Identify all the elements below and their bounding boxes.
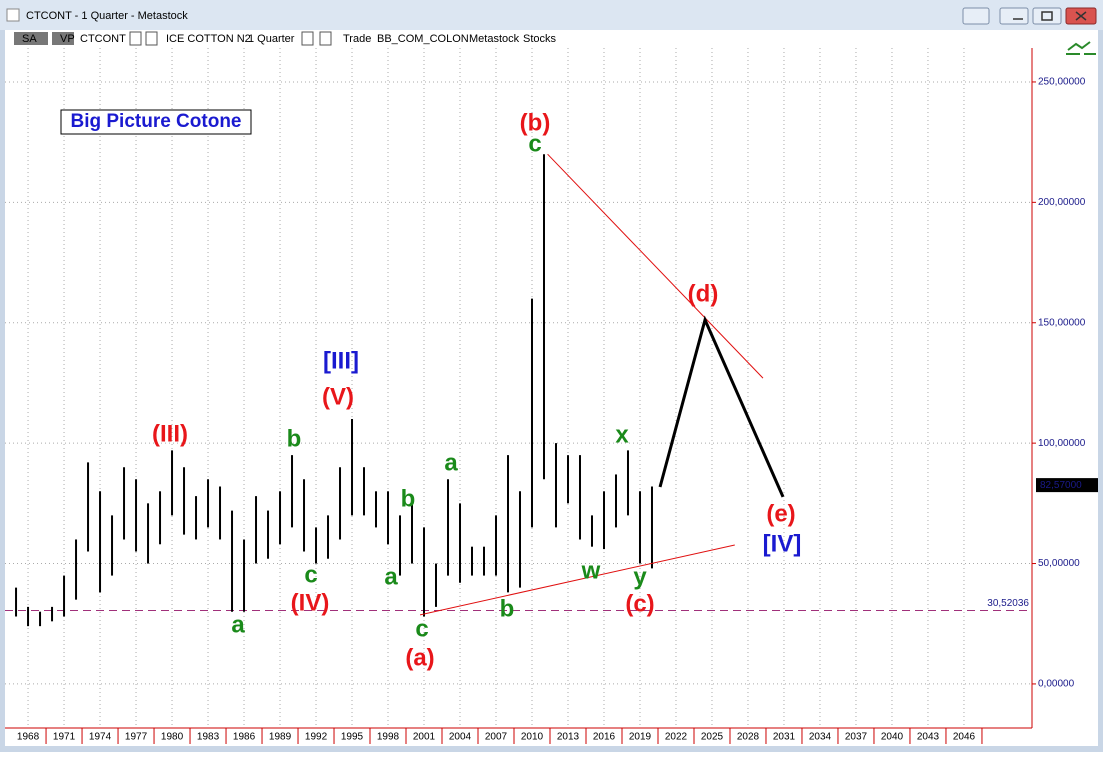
wave-label: c	[528, 130, 541, 157]
trend-line	[547, 153, 764, 379]
reference-label: 30,52036	[987, 598, 1029, 609]
y-tick-label: 0,00000	[1038, 679, 1075, 690]
wave-label: (c)	[625, 590, 654, 617]
wave-label: a	[384, 563, 398, 590]
x-tick-label: 2022	[665, 732, 688, 743]
x-tick-label: 2013	[557, 732, 580, 743]
y-tick-label: 50,00000	[1038, 558, 1080, 569]
x-tick-label: 2001	[413, 732, 436, 743]
x-tick-label: 1992	[305, 732, 328, 743]
x-tick-label: 2025	[701, 732, 724, 743]
y-tick-label: 200,00000	[1038, 197, 1086, 208]
title-box	[60, 109, 252, 135]
wave-label: b	[287, 425, 302, 452]
last-price-box	[1036, 478, 1098, 493]
toolbar-item: CTCONT	[80, 33, 126, 45]
x-tick-label: 1989	[269, 732, 292, 743]
x-tick-label: 1995	[341, 732, 364, 743]
trend-line	[419, 544, 735, 616]
wave-label: b	[500, 595, 515, 622]
wave-label: c	[415, 615, 428, 642]
title-box-text: Big Picture Cotone	[70, 111, 241, 132]
toolbar-chip	[14, 32, 48, 45]
wave-label: [III]	[323, 347, 359, 374]
wave-label: (b)	[520, 109, 551, 136]
x-tick-label: 1983	[197, 732, 220, 743]
wave-label: (d)	[688, 280, 719, 307]
x-tick-label: 1968	[17, 732, 40, 743]
x-tick-label: 2034	[809, 732, 832, 743]
wave-label: (e)	[766, 500, 795, 527]
wave-label: w	[581, 557, 601, 584]
toolbar-item: VP	[60, 33, 75, 45]
x-tick-label: 1974	[89, 732, 112, 743]
x-tick-label: 2019	[629, 732, 652, 743]
toolbar: SA VP CTCONT ICE COTTON N21 Quarter Trade BB_…	[14, 31, 557, 46]
wave-label: b	[401, 485, 416, 512]
wave-label: (V)	[322, 383, 354, 410]
x-tick-label: 1971	[53, 732, 76, 743]
window-title: CTCONT - 1 Quarter - Metastock	[26, 10, 188, 22]
window-icon	[6, 8, 20, 22]
x-tick-label: 2040	[881, 732, 904, 743]
title-bar	[0, 0, 1103, 30]
x-tick-label: 2007	[485, 732, 508, 743]
wave-label: (III)	[152, 420, 188, 447]
toolbar-item: Trade	[343, 33, 371, 45]
x-tick-label: 2037	[845, 732, 868, 743]
toolbar-dropdown	[319, 31, 332, 46]
toolbar-item: SA	[22, 33, 37, 45]
toolbar-item: BB_COM_COLON	[377, 33, 469, 45]
x-tick-label: 2004	[449, 732, 472, 743]
x-tick-label: 1977	[125, 732, 148, 743]
toolbar-dropdown	[129, 31, 142, 46]
wave-label: (IV)	[291, 589, 330, 616]
window-button-icons	[1013, 11, 1087, 21]
toolbar-item: 1 Quarter	[248, 33, 295, 45]
maximize-button[interactable]	[1032, 7, 1062, 25]
wave-label: y	[633, 563, 647, 590]
y-tick-label: 150,00000	[1038, 317, 1086, 328]
x-tick-label: 2043	[917, 732, 940, 743]
wave-label: x	[615, 421, 629, 448]
x-tick-label: 2010	[521, 732, 544, 743]
toolbar-chip	[52, 32, 74, 45]
trend-line	[658, 315, 785, 498]
x-tick-label: 2046	[953, 732, 976, 743]
last-price-label: 82,57000	[1040, 480, 1082, 491]
toolbar-item: ICE COTTON N2	[166, 33, 251, 45]
x-tick-label: 2016	[593, 732, 616, 743]
toolbar-item: Stocks	[523, 33, 557, 45]
x-tick-label: 1998	[377, 732, 400, 743]
wave-label: a	[231, 611, 245, 638]
wave-label: c	[304, 561, 317, 588]
wave-label: [IV]	[763, 530, 802, 557]
chart-panel	[5, 30, 1098, 746]
x-tick-label: 1986	[233, 732, 256, 743]
toolbar-dropdown	[145, 31, 158, 46]
toolbar-dropdown	[301, 31, 314, 46]
x-tick-label: 1980	[161, 732, 184, 743]
wave-label: a	[444, 449, 458, 476]
toolbar-item: Metastock	[469, 33, 520, 45]
minimize-button[interactable]	[999, 7, 1029, 25]
x-tick-label: 2028	[737, 732, 760, 743]
wave-label: (a)	[405, 644, 434, 671]
chart-tool-icon[interactable]	[1066, 41, 1096, 55]
x-tick-label: 2031	[773, 732, 796, 743]
restore-button[interactable]	[962, 7, 990, 25]
y-tick-label: 100,00000	[1038, 438, 1086, 449]
y-tick-label: 250,00000	[1038, 77, 1086, 88]
